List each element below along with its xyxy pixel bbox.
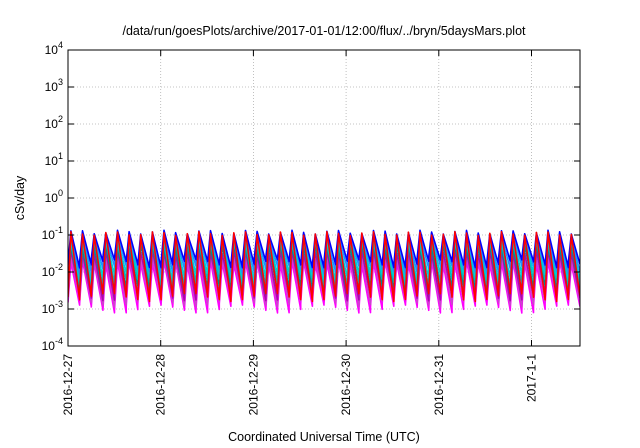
y-tick-base: 10	[42, 302, 56, 316]
y-tick-base: 10	[45, 191, 59, 205]
y-tick-exponent: 2	[58, 114, 63, 124]
y-tick-label: 104	[45, 40, 63, 57]
x-tick-label: 2016-12-27	[61, 354, 75, 416]
series-line	[68, 230, 580, 303]
y-tick-base: 10	[42, 228, 56, 242]
y-tick-label: 100	[45, 188, 63, 205]
y-tick-exponent: -2	[55, 262, 63, 272]
y-tick-label: 102	[45, 114, 63, 131]
y-tick-exponent: -3	[55, 299, 63, 309]
y-axis-label: cSv/day	[13, 175, 27, 220]
y-tick-base: 10	[45, 43, 59, 57]
x-tick-label: 2016-12-30	[339, 354, 353, 416]
chart-title: /data/run/goesPlots/archive/2017-01-01/1…	[122, 24, 526, 38]
y-tick-exponent: 3	[58, 77, 63, 87]
y-tick-label: 10-1	[42, 225, 63, 242]
y-tick-exponent: 1	[58, 151, 63, 161]
x-ticks: 2016-12-27 2016-12-28 2016-12-29 2016-12-30…	[61, 50, 539, 415]
y-tick-label: 10-3	[42, 299, 63, 316]
y-tick-base: 10	[42, 265, 56, 279]
x-tick-label: 2017-1-1	[525, 354, 539, 402]
y-tick-exponent: 4	[58, 40, 63, 50]
y-tick-label: 10-4	[42, 336, 63, 353]
x-axis-label: Coordinated Universal Time (UTC)	[228, 430, 420, 444]
y-tick-base: 10	[45, 80, 59, 94]
y-tick-label: 101	[45, 151, 63, 168]
y-tick-exponent: -4	[55, 336, 63, 346]
y-tick-base: 10	[45, 117, 59, 131]
series-group	[68, 229, 580, 314]
y-tick-label: 103	[45, 77, 63, 94]
y-tick-exponent: 0	[58, 188, 63, 198]
x-tick-label: 2016-12-31	[432, 354, 446, 416]
x-tick-label: 2016-12-28	[154, 354, 168, 416]
y-tick-base: 10	[45, 154, 59, 168]
y-tick-exponent: -1	[55, 225, 63, 235]
y-tick-label: 10-2	[42, 262, 63, 279]
y-tick-base: 10	[42, 339, 56, 353]
x-tick-label: 2016-12-29	[246, 354, 260, 416]
